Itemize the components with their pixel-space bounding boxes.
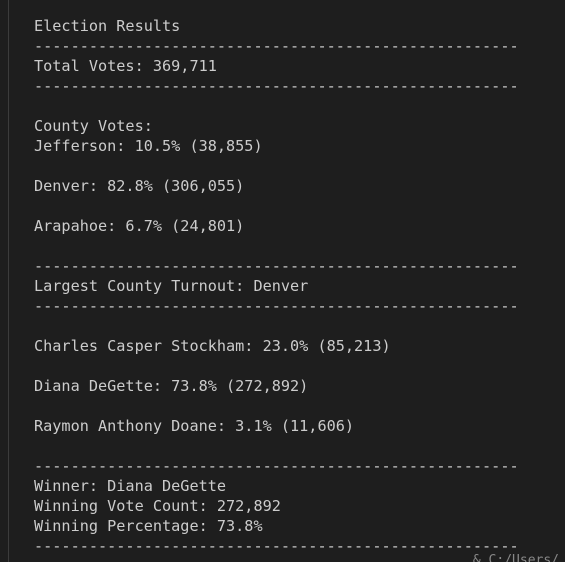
winning-vote-count-line: Winning Vote Count: 272,892 — [34, 497, 281, 515]
blank-line — [34, 316, 519, 336]
editor-gutter-line — [8, 0, 9, 562]
blank-line — [34, 356, 519, 376]
separator-line: ----------------------------------------… — [34, 77, 519, 95]
separator-line: ----------------------------------------… — [34, 37, 519, 55]
blank-line — [34, 436, 519, 456]
separator-line: ----------------------------------------… — [34, 537, 519, 555]
winner-line: Winner: Diana DeGette — [34, 477, 227, 495]
candidate-result-degette: Diana DeGette: 73.8% (272,892) — [34, 377, 309, 395]
total-votes-line: Total Votes: 369,711 — [34, 57, 217, 75]
winning-percentage-line: Winning Percentage: 73.8% — [34, 517, 263, 535]
blank-line — [34, 156, 519, 176]
largest-county-turnout-line: Largest County Turnout: Denver — [34, 277, 309, 295]
county-result-arapahoe: Arapahoe: 6.7% (24,801) — [34, 217, 245, 235]
terminal-prompt-fragment: & C:/Users/ — [472, 553, 559, 562]
blank-line — [34, 196, 519, 216]
candidate-result-stockham: Charles Casper Stockham: 23.0% (85,213) — [34, 337, 391, 355]
candidate-result-doane: Raymon Anthony Doane: 3.1% (11,606) — [34, 417, 355, 435]
blank-line — [34, 396, 519, 416]
blank-line — [34, 236, 519, 256]
county-result-denver: Denver: 82.8% (306,055) — [34, 177, 245, 195]
separator-line: ----------------------------------------… — [34, 457, 519, 475]
separator-line: ----------------------------------------… — [34, 297, 519, 315]
terminal-output: Election Results -----------------------… — [34, 16, 519, 556]
output-title: Election Results — [34, 17, 181, 35]
separator-line: ----------------------------------------… — [34, 257, 519, 275]
county-result-jefferson: Jefferson: 10.5% (38,855) — [34, 137, 263, 155]
county-votes-heading: County Votes: — [34, 117, 153, 135]
blank-line — [34, 96, 519, 116]
